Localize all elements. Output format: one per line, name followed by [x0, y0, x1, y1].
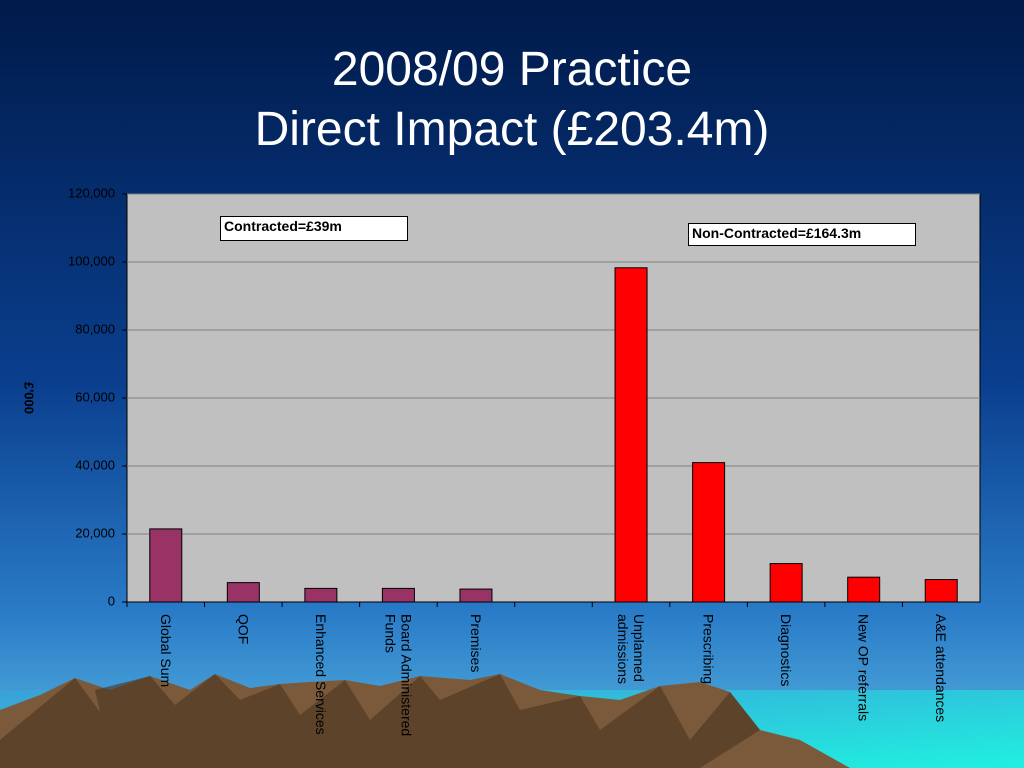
y-tick-label: 100,000 — [68, 253, 115, 268]
bar — [692, 462, 726, 603]
y-tick-label: 120,000 — [68, 185, 115, 200]
bar — [381, 587, 415, 603]
bar — [614, 267, 648, 603]
y-tick-label: 40,000 — [75, 457, 115, 472]
y-axis-label: £'000 — [22, 382, 37, 414]
x-tick-label: Enhanced Services — [312, 614, 329, 735]
bar — [149, 528, 183, 603]
x-tick-label: Board Administered Funds — [382, 614, 415, 737]
y-tick-label: 20,000 — [75, 525, 115, 540]
y-tick-label: 0 — [108, 593, 115, 608]
annotation: Contracted=£39m — [220, 216, 408, 241]
x-tick-label: A&E attendances — [933, 614, 950, 723]
bar — [924, 579, 958, 603]
x-tick-label: Diagnostics — [778, 614, 795, 687]
y-tick-label: 60,000 — [75, 389, 115, 404]
mountain-shadow — [0, 674, 760, 768]
x-tick-label: Premises — [467, 614, 484, 673]
x-tick-label: Prescribing — [700, 614, 717, 685]
chart-title: 2008/09 Practice Direct Impact (£203.4m) — [254, 43, 770, 156]
annotation: Non-Contracted=£164.3m — [688, 223, 916, 246]
bar — [459, 588, 493, 603]
bar — [226, 582, 260, 603]
bar — [847, 576, 881, 603]
x-tick-label: QOF — [235, 614, 252, 645]
x-tick-label: Unplanned admissions — [615, 614, 648, 685]
y-tick-label: 80,000 — [75, 321, 115, 336]
bar — [769, 563, 803, 603]
x-tick-label: Global Sum — [157, 614, 174, 688]
x-tick-label: New OP referrals — [855, 614, 872, 722]
bar — [304, 587, 338, 603]
